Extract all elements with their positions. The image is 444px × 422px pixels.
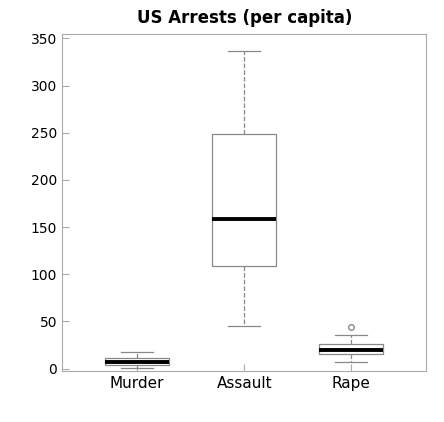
PathPatch shape <box>319 344 384 354</box>
Title: US Arrests (per capita): US Arrests (per capita) <box>136 8 352 27</box>
PathPatch shape <box>105 358 169 365</box>
PathPatch shape <box>212 134 276 266</box>
